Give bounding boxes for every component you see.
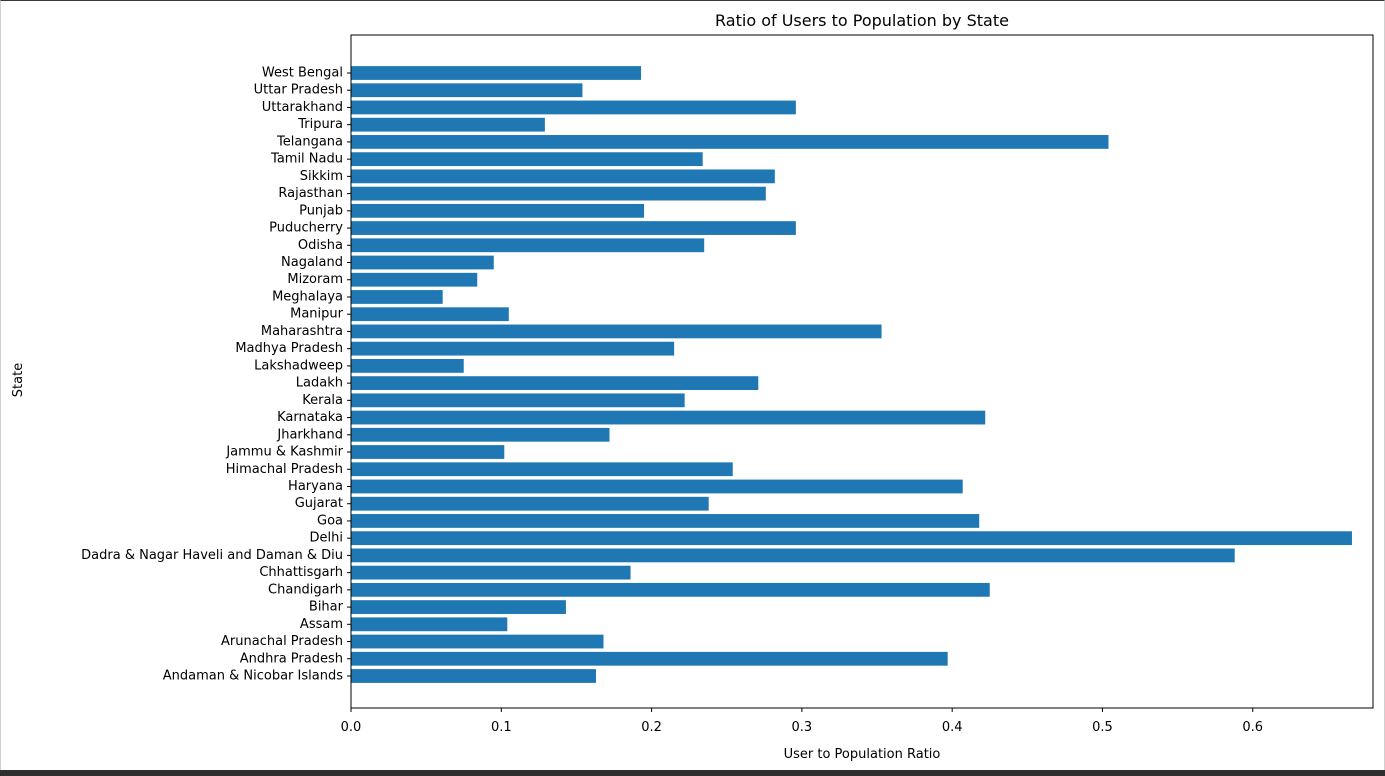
x-tick-label: 0.4	[942, 720, 963, 735]
y-tick-label: Delhi	[310, 531, 343, 546]
y-tick-label: Puducherry	[269, 221, 343, 236]
x-tick-label: 0.3	[792, 720, 813, 735]
bottom-border	[0, 770, 1385, 776]
bar	[351, 445, 505, 459]
y-tick-label: Goa	[317, 513, 343, 528]
y-tick-label: Telangana	[276, 134, 343, 149]
y-tick-label: Lakshadweep	[254, 358, 343, 373]
y-tick-label: Madhya Pradesh	[235, 341, 343, 356]
y-tick-label: Bihar	[309, 600, 344, 615]
y-tick-label: Manipur	[290, 307, 344, 322]
bar	[351, 548, 1235, 563]
y-tick-label: Kerala	[302, 393, 343, 408]
x-tick-label: 0.1	[491, 720, 512, 735]
bar	[351, 393, 685, 408]
y-tick-label: Ladakh	[296, 376, 343, 391]
bar	[351, 203, 645, 218]
bar	[351, 272, 478, 287]
bar	[351, 600, 566, 614]
x-tick-label: 0.2	[641, 720, 662, 735]
y-tick-label: Andaman & Nicobar Islands	[163, 669, 343, 684]
bar	[351, 83, 583, 98]
bar	[351, 410, 986, 425]
bar	[351, 462, 733, 477]
y-tick-label: Chandigarh	[268, 582, 343, 597]
y-tick-label: Punjab	[299, 203, 343, 218]
y-tick-label: Assam	[300, 617, 343, 632]
bar	[351, 255, 494, 270]
x-ticks-group: 0.0 0.1 0.2 0.3 0.4 0.5 0.6	[341, 708, 1263, 735]
y-tick-label: Mizoram	[287, 272, 343, 287]
y-tick-label: Odisha	[298, 238, 343, 253]
y-tick-label: Uttarakhand	[262, 100, 343, 115]
y-ticks-group: Andaman & Nicobar Islands Andhra Pradesh A…	[81, 66, 351, 684]
bar	[351, 669, 596, 683]
y-tick-label: Dadra & Nagar Haveli and Daman & Diu	[81, 548, 343, 563]
y-tick-label: Tripura	[297, 117, 343, 132]
bar	[351, 514, 980, 528]
y-tick-label: Jharkhand	[276, 427, 343, 442]
y-axis-label: State	[11, 363, 26, 397]
bar	[351, 634, 604, 649]
y-tick-label: Meghalaya	[272, 289, 343, 304]
plot-area-frame	[350, 34, 1374, 709]
bar	[351, 307, 509, 322]
bar	[351, 238, 705, 253]
y-tick-label: Tamil Nadu	[270, 152, 343, 167]
x-tick-label: 0.5	[1092, 720, 1113, 735]
y-tick-label: Andhra Pradesh	[240, 651, 343, 666]
bar	[351, 186, 766, 201]
bar	[351, 135, 1109, 149]
bar	[351, 358, 464, 373]
bar	[351, 582, 990, 597]
bars-group	[351, 66, 1352, 683]
y-tick-label: Karnataka	[277, 410, 343, 425]
bar	[351, 221, 796, 235]
bar	[351, 341, 675, 356]
y-tick-label: Gujarat	[295, 496, 343, 511]
y-tick-label: Uttar Pradesh	[254, 83, 343, 98]
y-tick-label: Rajasthan	[278, 186, 343, 201]
y-tick-label: West Bengal	[262, 66, 343, 81]
y-tick-label: Himachal Pradesh	[226, 462, 343, 477]
x-tick-label: 0.6	[1242, 720, 1263, 735]
bar	[351, 427, 610, 442]
bar	[351, 169, 775, 184]
bar	[351, 531, 1352, 546]
bar	[351, 100, 796, 115]
y-tick-label: Maharashtra	[261, 324, 343, 339]
bar	[351, 617, 508, 632]
x-tick-label: 0.0	[341, 720, 362, 735]
y-tick-label: Jammu & Kashmir	[225, 445, 343, 460]
bar	[351, 290, 443, 304]
bar	[351, 66, 642, 80]
bar	[351, 324, 882, 339]
y-tick-label: Nagaland	[281, 255, 343, 270]
bar	[351, 376, 759, 391]
bar	[351, 479, 963, 494]
x-axis-label: User to Population Ratio	[784, 747, 941, 762]
bar	[351, 651, 948, 666]
y-tick-label: Haryana	[288, 479, 343, 494]
bar	[351, 565, 631, 580]
bar	[351, 117, 545, 132]
y-tick-label: Sikkim	[300, 169, 343, 184]
y-tick-label: Chhattisgarh	[259, 565, 343, 580]
y-tick-label: Arunachal Pradesh	[221, 634, 343, 649]
chart-title: Ratio of Users to Population by State	[715, 11, 1009, 30]
bar	[351, 496, 709, 511]
bar	[351, 152, 703, 167]
